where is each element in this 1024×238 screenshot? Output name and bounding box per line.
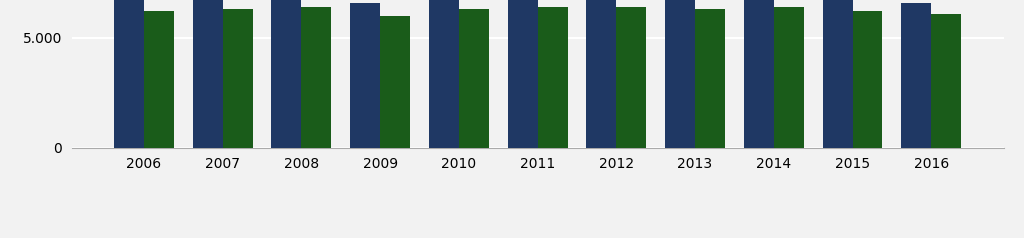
Bar: [429, 0, 459, 148]
Bar: [774, 7, 804, 148]
Bar: [222, 9, 253, 148]
Bar: [587, 0, 616, 148]
Bar: [538, 7, 567, 148]
Bar: [508, 0, 538, 148]
Bar: [695, 9, 725, 148]
Bar: [301, 7, 332, 148]
Bar: [853, 11, 883, 148]
Bar: [144, 11, 174, 148]
Bar: [380, 16, 410, 148]
Legend: Reservas Totais, Reservas Provadas: Reservas Totais, Reservas Provadas: [387, 233, 688, 238]
Bar: [822, 0, 853, 148]
Bar: [616, 7, 646, 148]
Bar: [459, 9, 488, 148]
Bar: [114, 0, 144, 148]
Bar: [350, 3, 380, 148]
Bar: [271, 0, 301, 148]
Bar: [193, 0, 222, 148]
Bar: [931, 14, 962, 148]
Bar: [743, 0, 774, 148]
Bar: [901, 3, 931, 148]
Bar: [666, 0, 695, 148]
